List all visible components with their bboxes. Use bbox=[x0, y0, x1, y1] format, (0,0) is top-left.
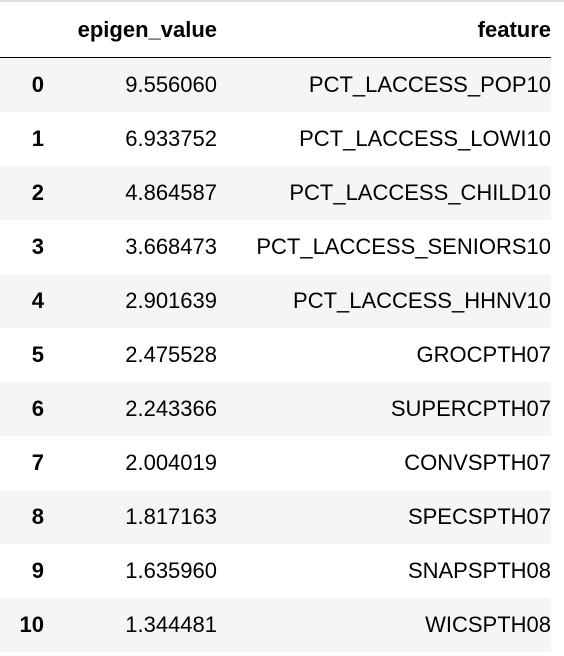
table-body: 0 9.556060 PCT_LACCESS_POP10 1 6.933752 … bbox=[0, 57, 551, 652]
row-index: 7 bbox=[31, 450, 44, 475]
feature-cell: SNAPSPTH08 bbox=[407, 558, 551, 583]
row-index: 1 bbox=[31, 126, 44, 151]
row-index: 5 bbox=[31, 342, 44, 367]
epigen-value-cell: 2.004019 bbox=[125, 450, 217, 475]
feature-cell: WICSPTH08 bbox=[425, 612, 551, 637]
epigen-value-cell: 2.475528 bbox=[125, 342, 217, 367]
top-divider bbox=[0, 0, 564, 2]
feature-cell: PCT_LACCESS_LOWI10 bbox=[299, 126, 551, 151]
row-index: 0 bbox=[31, 72, 44, 97]
table-row: 1 6.933752 PCT_LACCESS_LOWI10 bbox=[0, 112, 551, 166]
epigen-value-cell: 1.344481 bbox=[125, 612, 217, 637]
table-row: 10 1.344481 WICSPTH08 bbox=[0, 598, 551, 652]
feature-cell: GROCPTH07 bbox=[416, 342, 551, 367]
dataframe-table: epigen_value feature 0 9.556060 PCT_LACC… bbox=[0, 3, 551, 652]
feature-cell: PCT_LACCESS_SENIORS10 bbox=[256, 234, 551, 259]
epigen-value-cell: 1.635960 bbox=[125, 558, 217, 583]
row-index: 8 bbox=[31, 504, 44, 529]
table-header: epigen_value feature bbox=[0, 3, 551, 58]
table-row: 8 1.817163 SPECSPTH07 bbox=[0, 490, 551, 544]
epigen-value-cell: 1.817163 bbox=[125, 504, 217, 529]
feature-cell: PCT_LACCESS_POP10 bbox=[308, 72, 551, 97]
table-row: 7 2.004019 CONVSPTH07 bbox=[0, 436, 551, 490]
feature-cell: CONVSPTH07 bbox=[404, 450, 551, 475]
table-row: 0 9.556060 PCT_LACCESS_POP10 bbox=[0, 57, 551, 112]
epigen-value-cell: 3.668473 bbox=[125, 234, 217, 259]
table-row: 6 2.243366 SUPERCPTH07 bbox=[0, 382, 551, 436]
table-row: 2 4.864587 PCT_LACCESS_CHILD10 bbox=[0, 166, 551, 220]
table-row: 5 2.475528 GROCPTH07 bbox=[0, 328, 551, 382]
row-index: 2 bbox=[31, 180, 44, 205]
epigen-value-cell: 2.243366 bbox=[125, 396, 217, 421]
epigen-value-cell: 2.901639 bbox=[125, 288, 217, 313]
header-row: epigen_value feature bbox=[0, 3, 551, 58]
feature-cell: PCT_LACCESS_CHILD10 bbox=[289, 180, 551, 205]
feature-cell: SPECSPTH07 bbox=[407, 504, 551, 529]
table-row: 3 3.668473 PCT_LACCESS_SENIORS10 bbox=[0, 220, 551, 274]
row-index: 4 bbox=[31, 288, 44, 313]
feature-cell: SUPERCPTH07 bbox=[390, 396, 551, 421]
row-index: 10 bbox=[19, 612, 44, 637]
epigen-value-cell: 6.933752 bbox=[125, 126, 217, 151]
epigen-value-cell: 9.556060 bbox=[125, 72, 217, 97]
epigen-value-cell: 4.864587 bbox=[125, 180, 217, 205]
index-column-header bbox=[0, 3, 44, 58]
column-header-feature: feature bbox=[217, 3, 551, 58]
table-row: 9 1.635960 SNAPSPTH08 bbox=[0, 544, 551, 598]
row-index: 9 bbox=[31, 558, 44, 583]
table-row: 4 2.901639 PCT_LACCESS_HHNV10 bbox=[0, 274, 551, 328]
row-index: 3 bbox=[31, 234, 44, 259]
feature-cell: PCT_LACCESS_HHNV10 bbox=[293, 288, 551, 313]
column-header-epigen-value: epigen_value bbox=[44, 3, 217, 58]
row-index: 6 bbox=[31, 396, 44, 421]
